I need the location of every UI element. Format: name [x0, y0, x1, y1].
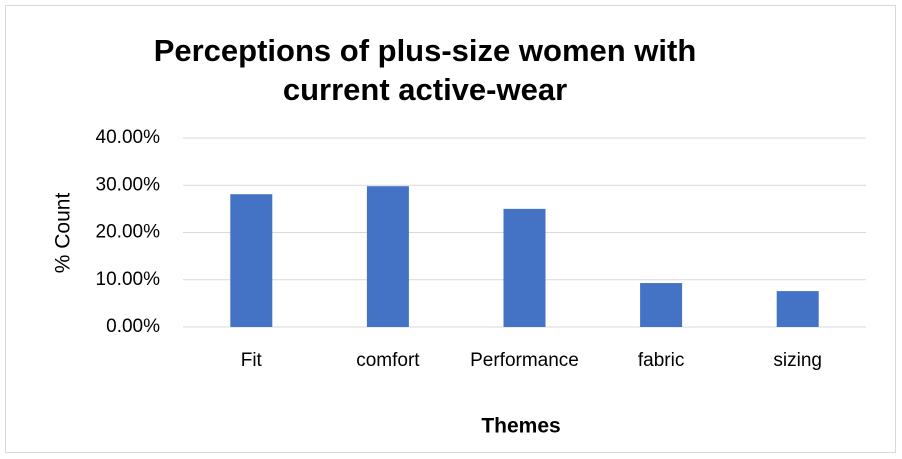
chart-border — [5, 5, 896, 453]
y-tick-label: 30.00% — [96, 174, 161, 195]
bar — [640, 283, 683, 327]
bar — [503, 208, 546, 327]
chart-title: Perceptions of plus-size women with — [154, 33, 697, 68]
x-tick-label: Fit — [241, 350, 263, 371]
y-axis-title: % Count — [52, 193, 75, 274]
y-tick-label: 20.00% — [96, 222, 161, 243]
x-tick-label: sizing — [773, 350, 822, 371]
x-tick-label: comfort — [356, 350, 420, 371]
y-tick-label: 0.00% — [106, 316, 160, 337]
bar — [366, 186, 409, 327]
x-axis-title: Themes — [481, 415, 560, 438]
x-tick-label: fabric — [638, 350, 684, 371]
bar — [776, 291, 819, 327]
chart-title: current active-wear — [283, 72, 567, 107]
y-tick-label: 10.00% — [96, 269, 161, 290]
y-tick-label: 40.00% — [96, 127, 161, 148]
bar — [230, 194, 273, 327]
x-tick-label: Performance — [470, 350, 579, 371]
